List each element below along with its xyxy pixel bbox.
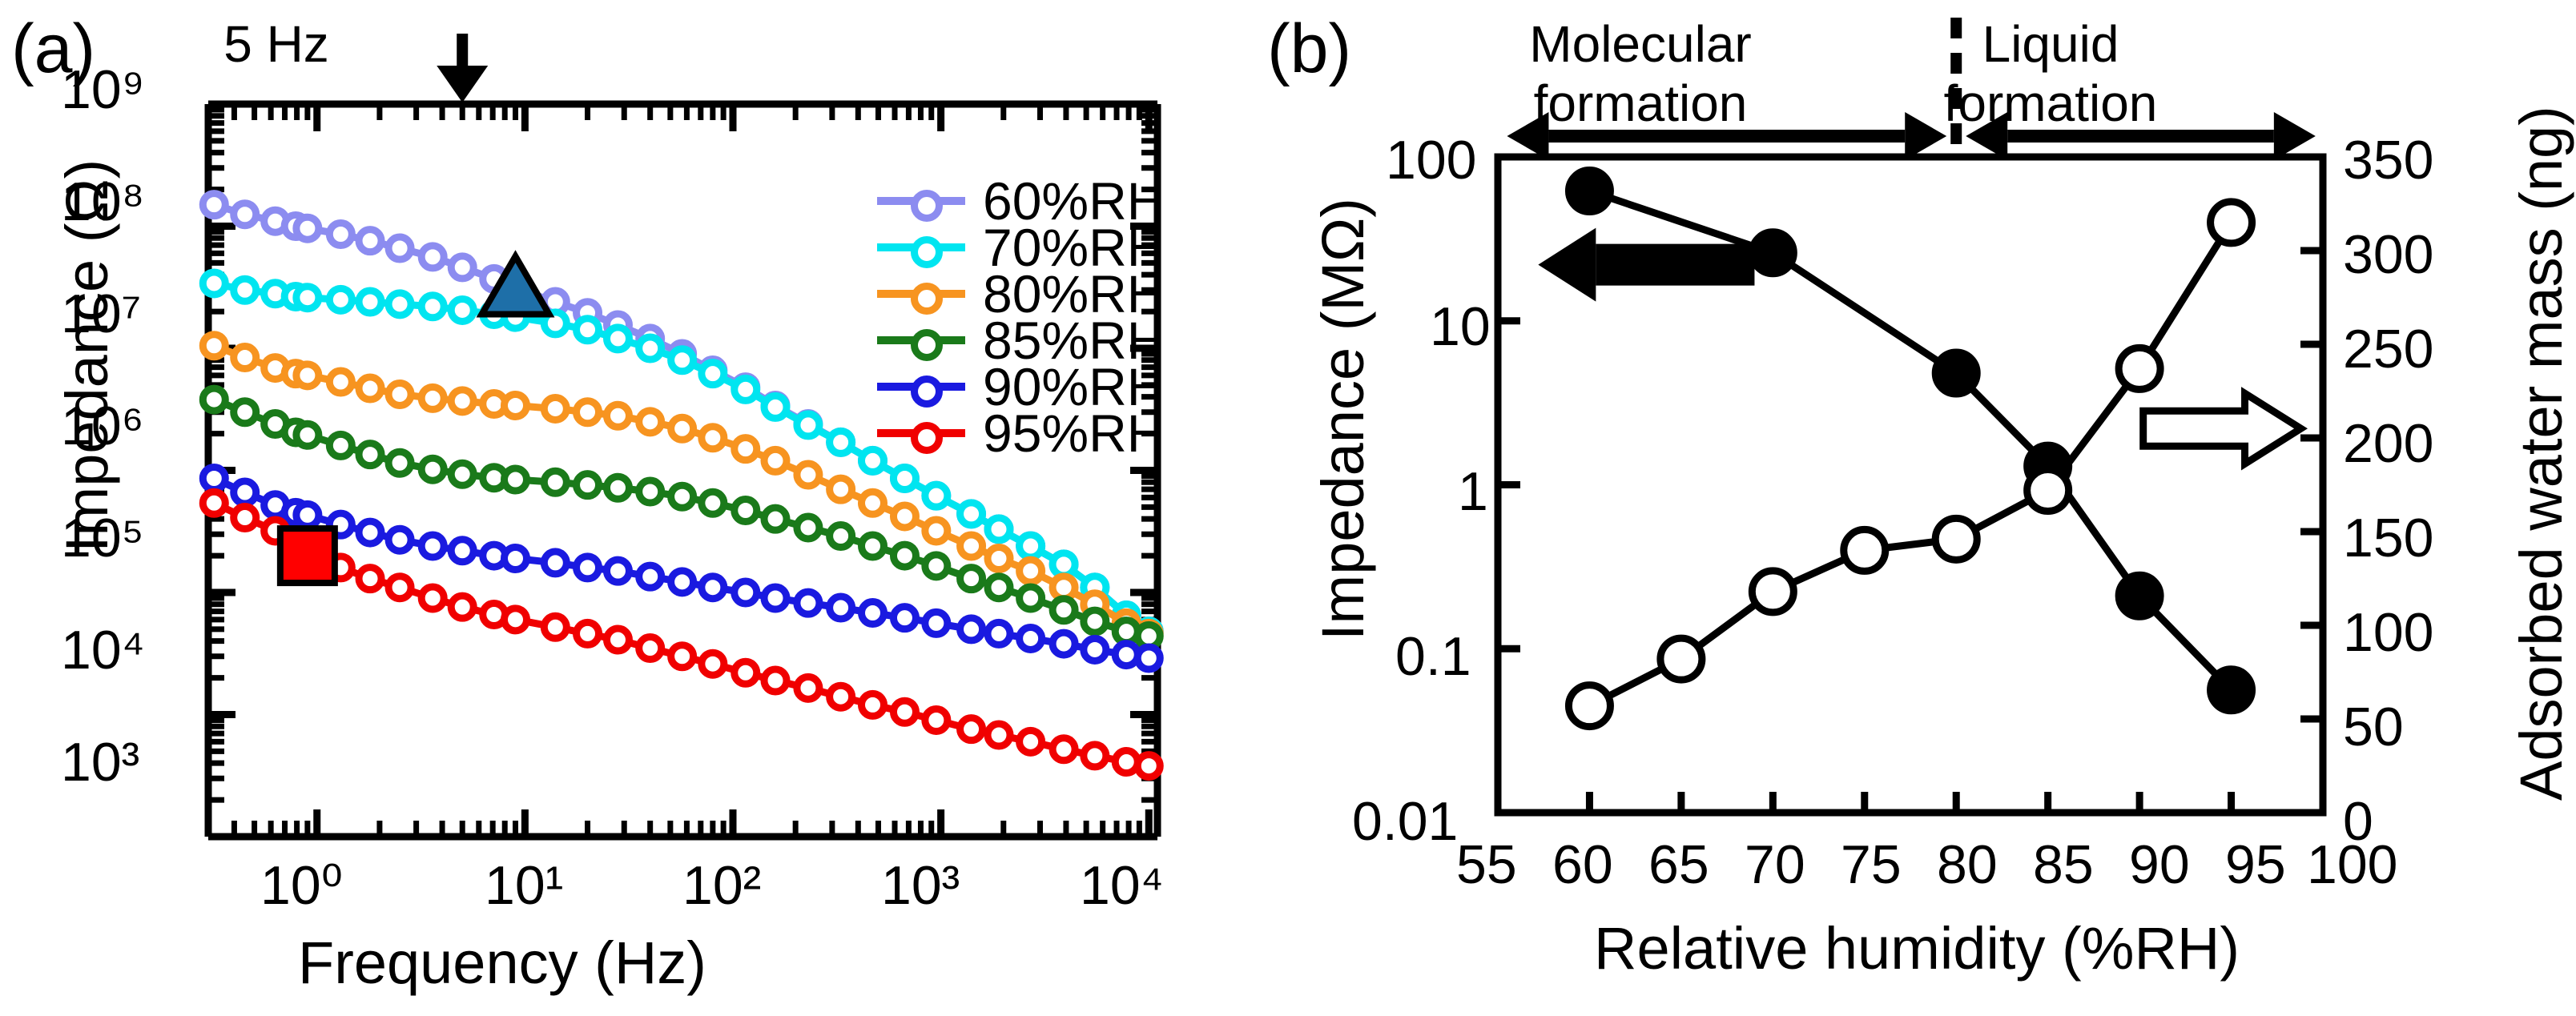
legend-swatch-85rh-icon [877, 317, 965, 363]
panel-b-left-ytick-0p01: 0.01 [1352, 791, 1459, 852]
legend-label-90rh: 90%RH [983, 357, 1165, 416]
panel-b-left-ytick-100: 100 [1386, 130, 1477, 191]
legend-swatch-70rh-icon [877, 224, 965, 271]
panel-a-ytick-3: 10³ [61, 732, 140, 793]
legend-item-95rh: 95%RH [877, 407, 1165, 460]
panel-b-left-ytick-0p1: 0.1 [1395, 626, 1471, 687]
panel-a: (a) 5 Hz Impedance (Ω) Frequency (Hz) 10… [0, 0, 1258, 1016]
panel-a-ytick-8: 10⁸ [61, 171, 145, 232]
panel-a-xtick-0: 10⁰ [260, 855, 343, 916]
five-hz-annotation-label: 5 Hz [223, 15, 329, 73]
panel-a-xlabel: Frequency (Hz) [298, 930, 706, 996]
panel-b-xtick-65: 65 [1648, 834, 1709, 895]
panel-a-xtick-4: 10⁴ [1080, 855, 1164, 916]
panel-b-right-ytick-350: 350 [2343, 130, 2434, 191]
legend-item-60rh: 60%RH [877, 171, 1165, 231]
legend-swatch-80rh-icon [877, 271, 965, 317]
panel-a-xtick-1: 10¹ [485, 855, 564, 916]
panel-a-ytick-6: 10⁶ [61, 396, 144, 456]
panel-a-label: (a) [11, 10, 96, 87]
panel-b-plot-svg [1494, 18, 2327, 817]
panel-b-left-ytick-1: 1 [1458, 461, 1488, 522]
panel-b-xtick-90: 90 [2129, 834, 2190, 895]
panel-a-ytick-4: 10⁴ [61, 620, 145, 681]
molecular-formation-line1: Molecular [1529, 15, 1752, 73]
panel-a-plot-svg [199, 34, 1164, 841]
panel-b: (b) Molecular formation Liquid formation… [1258, 0, 2576, 1016]
panel-a-xtick-3: 10³ [881, 855, 960, 916]
legend-label-60rh: 60%RH [983, 171, 1165, 231]
legend-label-95rh: 95%RH [983, 404, 1165, 463]
molecular-formation-line2: formation [1533, 74, 1748, 132]
panel-b-xtick-75: 75 [1841, 834, 1902, 895]
panel-b-label: (b) [1267, 10, 1352, 87]
legend-item-90rh: 90%RH [877, 357, 1165, 416]
legend-swatch-95rh-icon [877, 410, 965, 456]
legend-label-80rh: 80%RH [983, 264, 1165, 323]
panel-b-xtick-80: 80 [1937, 834, 1998, 895]
panel-b-right-ytick-200: 200 [2343, 413, 2434, 474]
panel-b-xtick-95: 95 [2225, 834, 2286, 895]
panel-a-ytick-9: 10⁹ [61, 59, 145, 120]
panel-b-right-ytick-0: 0 [2343, 791, 2373, 852]
legend-item-85rh: 85%RH [877, 314, 1165, 367]
panel-b-xtick-55: 55 [1456, 834, 1517, 895]
panel-b-right-ytick-150: 150 [2343, 508, 2434, 568]
legend-label-85rh: 85%RH [983, 311, 1165, 370]
panel-b-xtick-70: 70 [1745, 834, 1805, 895]
panel-b-xtick-85: 85 [2033, 834, 2094, 895]
panel-b-right-ytick-250: 250 [2343, 319, 2434, 379]
panel-b-xtick-100: 100 [2307, 834, 2398, 895]
panel-b-right-ytick-300: 300 [2343, 224, 2434, 285]
panel-a-ytick-7: 10⁷ [61, 283, 142, 344]
legend-swatch-60rh-icon [877, 178, 965, 224]
panel-b-right-ytick-50: 50 [2343, 697, 2404, 757]
liquid-formation-line1: Liquid [1982, 15, 2119, 73]
panel-b-left-ytick-10: 10 [1430, 296, 1491, 357]
panel-b-xlabel: Relative humidity (%RH) [1594, 915, 2240, 982]
panel-a-xtick-2: 10² [682, 855, 762, 916]
panel-a-legend: 60%RH 70%RH 80%RH 85%RH [877, 171, 1165, 460]
panel-b-xtick-60: 60 [1552, 834, 1613, 895]
legend-item-80rh: 80%RH [877, 267, 1165, 320]
panel-b-right-ytick-100: 100 [2343, 602, 2434, 663]
liquid-formation-line2: formation [1943, 74, 2158, 132]
legend-swatch-90rh-icon [877, 363, 965, 410]
panel-a-ytick-5: 10⁵ [61, 508, 144, 568]
